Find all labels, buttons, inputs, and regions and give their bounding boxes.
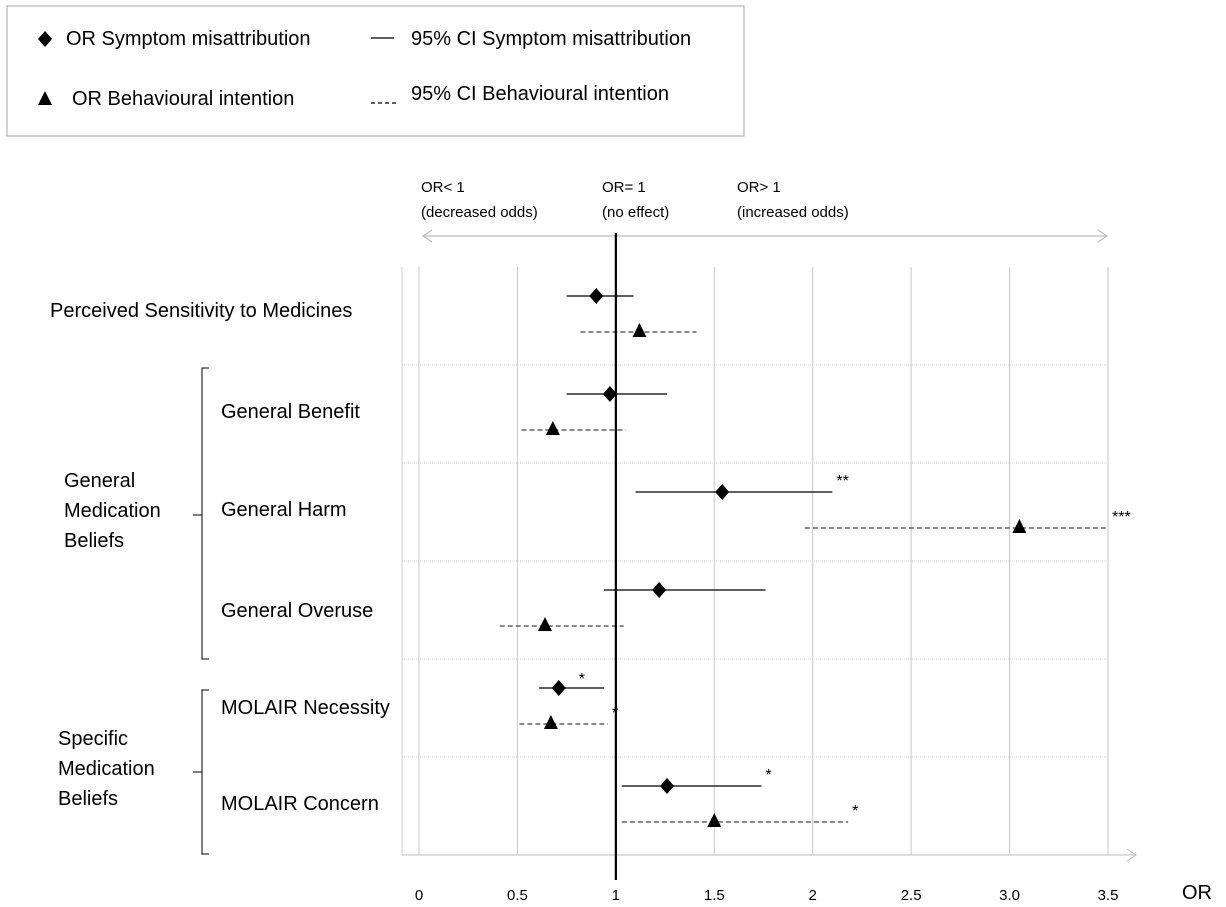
legend-label-or-behavioural: OR Behavioural intention (72, 88, 294, 110)
row-label-molair-necessity: MOLAIR Necessity (221, 697, 390, 719)
x-axis-title: OR (1182, 882, 1212, 904)
diamond-marker (589, 288, 604, 304)
legend-label-or-symptom: OR Symptom misattribution (66, 28, 311, 50)
triangle-marker (543, 715, 558, 729)
estimate-markers (537, 288, 1027, 827)
group-label-line: Beliefs (64, 530, 124, 552)
row-label-molair-concern: MOLAIR Concern (221, 793, 379, 815)
legend-frame (6, 5, 745, 137)
group-specific-medication-beliefs: Specific Medication Beliefs (58, 689, 209, 855)
row-label-general-benefit: General Benefit (221, 401, 360, 423)
x-tick-label: 1.5 (704, 887, 725, 904)
significance-label: ** (836, 473, 848, 490)
triangle-marker (632, 323, 647, 337)
diamond-marker (652, 582, 667, 598)
row-label-general-overuse: General Overuse (221, 600, 373, 622)
legend-diamond-icon (38, 31, 52, 47)
direction-arrow-left-icon (421, 229, 433, 243)
x-tick-label: 2 (809, 887, 817, 904)
x-axis-arrow-icon (1126, 848, 1137, 862)
plot-grid (401, 267, 1137, 862)
group-label-line: Medication (64, 500, 161, 522)
group-general-medication-beliefs: General Medication Beliefs (64, 367, 209, 660)
significance-labels: ********* (579, 473, 1131, 820)
confidence-intervals (499, 295, 1108, 823)
group-label-line: Specific (58, 728, 128, 750)
row-label-perceived-sensitivity: Perceived Sensitivity to Medicines (50, 300, 352, 322)
x-tick-label: 2.5 (901, 887, 922, 904)
x-tick-label: 1 (612, 887, 620, 904)
diamond-marker (602, 386, 617, 402)
x-tick-label: 3.0 (999, 887, 1020, 904)
group-label-line: Beliefs (58, 788, 118, 810)
annotation-increased-line1: OR> 1 (737, 179, 781, 196)
significance-label: * (579, 671, 585, 688)
legend: OR Symptom misattribution 95% CI Symptom… (6, 5, 745, 137)
annotation-decreased-line2: (decreased odds) (421, 204, 538, 221)
annotation-increased-line2: (increased odds) (737, 204, 849, 221)
annotation-decreased-line1: OR< 1 (421, 179, 465, 196)
legend-label-ci-symptom: 95% CI Symptom misattribution (411, 28, 691, 50)
triangle-marker (707, 813, 722, 827)
triangle-marker (1012, 519, 1027, 533)
group-bracket (193, 367, 209, 660)
diamond-marker (715, 484, 730, 500)
direction-arrow-right-icon (1097, 229, 1109, 243)
x-tick-label: 3.5 (1098, 887, 1119, 904)
row-label-general-harm: General Harm (221, 499, 347, 521)
legend-triangle-icon (38, 91, 52, 105)
x-tick-labels: 0 0.5 1 1.5 2 2.5 3.0 3.5 (415, 887, 1119, 904)
x-tick-label: 0.5 (507, 887, 528, 904)
vertical-gridlines (418, 267, 1109, 855)
triangle-marker (545, 421, 560, 435)
row-labels: Perceived Sensitivity to Medicines Gener… (50, 300, 390, 815)
triangle-marker (537, 617, 552, 631)
x-tick-label: 0 (415, 887, 423, 904)
significance-label: * (766, 767, 772, 784)
group-label-line: General (64, 470, 135, 492)
group-label-line: Medication (58, 758, 155, 780)
annotation-no-effect-line2: (no effect) (602, 204, 669, 221)
annotation-no-effect-line1: OR= 1 (602, 179, 646, 196)
significance-label: * (612, 705, 618, 722)
group-bracket (193, 689, 209, 855)
legend-label-ci-behavioural: 95% CI Behavioural intention (411, 83, 669, 105)
significance-label: *** (1112, 509, 1131, 526)
significance-label: * (852, 803, 858, 820)
diamond-marker (551, 680, 566, 696)
diamond-marker (660, 778, 675, 794)
direction-annotations: OR< 1 (decreased odds) OR= 1 (no effect)… (421, 179, 1109, 243)
